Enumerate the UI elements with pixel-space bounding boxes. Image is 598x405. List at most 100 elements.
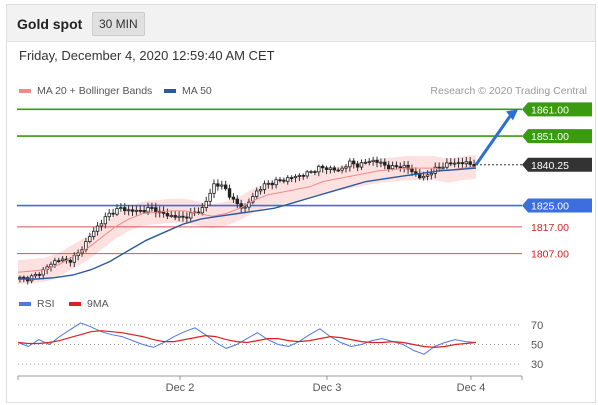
candle-body bbox=[344, 166, 348, 169]
candle bbox=[348, 158, 352, 172]
candle-body bbox=[270, 182, 274, 186]
candle-body bbox=[398, 166, 403, 169]
candle bbox=[402, 161, 406, 173]
candle bbox=[251, 192, 255, 205]
candle-body bbox=[386, 164, 391, 170]
candle bbox=[84, 237, 88, 253]
ma9-label: 9MA bbox=[87, 298, 109, 310]
rsi-tick-label: 70 bbox=[531, 320, 543, 332]
legend-ma50: MA 50 bbox=[164, 85, 212, 97]
candle-body bbox=[258, 189, 263, 192]
candle bbox=[297, 173, 302, 181]
candle-body bbox=[305, 171, 309, 177]
candle bbox=[293, 174, 298, 183]
candle-body bbox=[425, 174, 430, 177]
candle bbox=[33, 272, 38, 279]
candle-body bbox=[60, 258, 65, 262]
ma50-line bbox=[18, 167, 477, 280]
candle-body bbox=[208, 192, 212, 202]
candle bbox=[216, 179, 220, 191]
candle bbox=[301, 173, 305, 180]
candle-body bbox=[390, 165, 395, 170]
candle bbox=[134, 205, 139, 216]
ma20-label: MA 20 + Bollinger Bands bbox=[37, 85, 153, 97]
candle-body bbox=[402, 164, 406, 169]
candle-body bbox=[107, 212, 111, 218]
candle bbox=[452, 158, 457, 168]
candle-body bbox=[472, 164, 476, 167]
candle-body bbox=[456, 162, 461, 164]
bollinger-band bbox=[18, 154, 476, 285]
candle-body bbox=[359, 162, 364, 168]
candle-body bbox=[146, 207, 150, 213]
level-tag-1861.00 bbox=[522, 102, 592, 117]
candle-body bbox=[449, 162, 453, 165]
candle bbox=[177, 211, 181, 222]
candle-body bbox=[410, 168, 414, 173]
candle-body bbox=[445, 162, 449, 168]
candle-body bbox=[421, 175, 426, 179]
candle bbox=[130, 205, 135, 216]
candle-body bbox=[340, 167, 344, 171]
candle bbox=[173, 210, 177, 221]
candle bbox=[379, 158, 383, 168]
chart-widget: Gold spot 30 MIN Friday, December 4, 202… bbox=[6, 4, 596, 403]
candle-body bbox=[414, 171, 418, 175]
candle-body bbox=[371, 159, 375, 162]
candle bbox=[305, 170, 309, 179]
timeframe-button[interactable]: 30 MIN bbox=[92, 12, 145, 36]
candle bbox=[371, 156, 375, 166]
candle bbox=[406, 161, 410, 174]
candle-body bbox=[123, 207, 127, 212]
candle bbox=[37, 272, 42, 279]
candle-body bbox=[297, 174, 302, 177]
candle-body bbox=[130, 209, 135, 212]
candle bbox=[91, 227, 96, 240]
candle bbox=[433, 162, 437, 179]
candle bbox=[309, 169, 313, 174]
ma20-swatch bbox=[19, 89, 31, 93]
candle bbox=[464, 156, 468, 169]
candle bbox=[247, 198, 251, 211]
candle bbox=[235, 195, 239, 209]
candle-body bbox=[200, 207, 205, 214]
candle-body bbox=[169, 215, 174, 217]
candle-body bbox=[324, 167, 329, 170]
x-tick-label: Dec 2 bbox=[166, 382, 195, 394]
candle-body bbox=[115, 208, 119, 215]
candle bbox=[282, 177, 286, 184]
candle bbox=[231, 193, 236, 203]
candle-body bbox=[286, 177, 290, 182]
level-label-1817.00: 1817.00 bbox=[531, 222, 569, 234]
candle bbox=[208, 188, 212, 206]
candle-body bbox=[223, 184, 228, 190]
level-tag-1851.00 bbox=[522, 129, 592, 144]
candle-body bbox=[138, 209, 142, 212]
candle-body bbox=[91, 230, 96, 237]
level-tag-1825.00 bbox=[522, 198, 592, 213]
rsi-tick-label: 30 bbox=[531, 359, 543, 371]
candle bbox=[60, 256, 65, 263]
candle-body bbox=[68, 259, 73, 263]
timestamp: Friday, December 4, 2020 12:59:40 AM CET bbox=[19, 48, 275, 63]
candle bbox=[99, 219, 104, 231]
level-label-1861.00: 1861.00 bbox=[531, 104, 569, 116]
candle bbox=[367, 158, 371, 166]
candle-body bbox=[53, 260, 57, 265]
candle-body bbox=[181, 215, 185, 218]
candle-body bbox=[437, 166, 441, 169]
level-label-1825.00: 1825.00 bbox=[531, 201, 569, 213]
candle-body bbox=[352, 160, 356, 165]
candle bbox=[456, 157, 461, 168]
candle bbox=[394, 161, 399, 170]
candle-body bbox=[332, 167, 337, 171]
candle-body bbox=[375, 159, 379, 163]
candle-body bbox=[293, 176, 298, 179]
header-bar: Gold spot 30 MIN bbox=[7, 5, 595, 42]
candle bbox=[359, 159, 364, 170]
candle bbox=[142, 205, 146, 214]
candle bbox=[390, 161, 395, 171]
candle-body bbox=[173, 215, 177, 218]
candle-body bbox=[301, 174, 305, 177]
candle-body bbox=[103, 216, 108, 225]
